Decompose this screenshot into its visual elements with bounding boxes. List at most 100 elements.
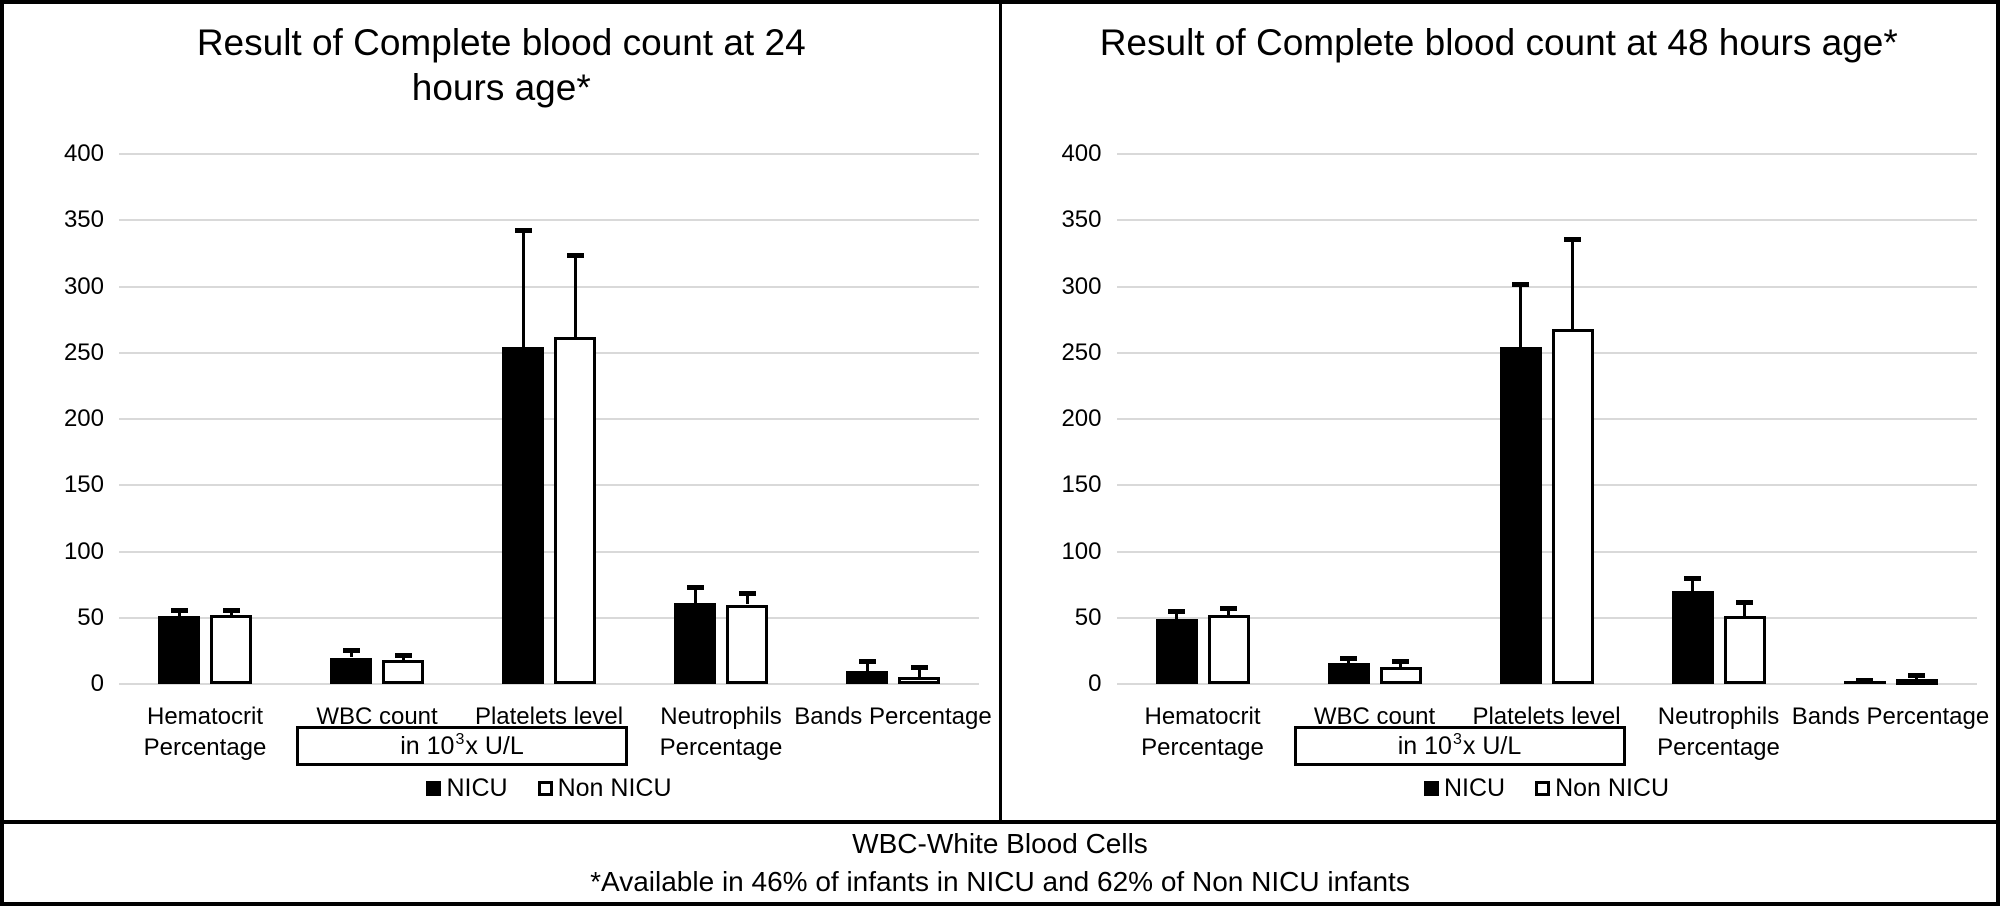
category-label: Neutrophils Percentage bbox=[1657, 703, 1780, 761]
y-tick-label: 300 bbox=[63, 272, 104, 300]
chart-panel-24h: Result of Complete blood count at 24 hou… bbox=[4, 4, 1002, 820]
bar-non-nicu bbox=[1551, 328, 1594, 684]
footnote-line-2: *Available in 46% of infants in NICU and… bbox=[590, 866, 1410, 897]
legend-label: NICU bbox=[446, 774, 508, 802]
error-bar-line bbox=[521, 229, 525, 348]
error-bar-line bbox=[1519, 283, 1522, 348]
gridline bbox=[1116, 219, 1977, 222]
category-label: WBC count bbox=[316, 703, 438, 730]
y-tick-label: 0 bbox=[90, 670, 104, 697]
error-bar-cap bbox=[1856, 678, 1873, 684]
error-bar-cap bbox=[514, 227, 532, 233]
unit-note-text: in 103x U/L bbox=[1397, 731, 1522, 760]
y-tick-label: 100 bbox=[1061, 537, 1102, 565]
category-label: Platelets level bbox=[1472, 703, 1621, 730]
error-bar-cap bbox=[738, 590, 756, 596]
plot-area-24h: 0 50 100 150 200 250 300 350 400 Hematocrit Perce… bbox=[4, 4, 999, 820]
bar-non-nicu bbox=[554, 336, 596, 684]
legend-item-non-nicu: Non NICU bbox=[1535, 774, 1669, 803]
legend-item-nicu: NICU bbox=[1423, 774, 1505, 803]
error-bar-cap bbox=[910, 664, 928, 670]
error-bar-line bbox=[573, 254, 577, 337]
bar-non-nicu bbox=[1207, 615, 1250, 684]
bar-nicu bbox=[1327, 662, 1370, 684]
non-nicu-swatch-icon bbox=[537, 781, 553, 796]
error-bar-line bbox=[1175, 611, 1178, 620]
category-label: Hematocrit Percentage bbox=[1141, 703, 1264, 761]
y-tick-label: 350 bbox=[63, 206, 104, 234]
gridline bbox=[1116, 616, 1977, 619]
error-bar-line bbox=[1571, 238, 1574, 329]
y-tick-label: 400 bbox=[63, 140, 104, 167]
legend-item-non-nicu: Non NICU bbox=[537, 774, 672, 803]
bar-nicu bbox=[1499, 347, 1542, 684]
bar-nicu bbox=[158, 616, 200, 684]
error-bar-cap bbox=[686, 585, 704, 591]
y-tick-label: 250 bbox=[63, 338, 104, 366]
gridline bbox=[1116, 153, 1977, 155]
gridline bbox=[1116, 550, 1977, 553]
y-tick-label: 250 bbox=[1061, 338, 1102, 366]
category-label: WBC count bbox=[1313, 703, 1436, 730]
bar-non-nicu bbox=[1379, 666, 1422, 684]
category-label: Bands Percentage bbox=[794, 703, 992, 730]
error-bar-line bbox=[1227, 608, 1230, 616]
error-bar-cap bbox=[1908, 672, 1925, 678]
gridline bbox=[119, 683, 979, 685]
bar-nicu bbox=[846, 670, 888, 684]
bar-non-nicu bbox=[210, 615, 252, 684]
bar-non-nicu bbox=[726, 604, 768, 684]
error-bar-line bbox=[349, 649, 353, 658]
error-bar-cap bbox=[394, 652, 412, 658]
nicu-swatch-icon bbox=[426, 781, 442, 796]
error-bar-cap bbox=[222, 607, 240, 613]
error-bar-cap bbox=[1220, 606, 1237, 612]
y-tick-label: 100 bbox=[63, 537, 104, 565]
y-tick-label: 350 bbox=[1061, 206, 1102, 234]
category-label: Hematocrit Percentage bbox=[143, 703, 267, 761]
bar-nicu bbox=[1671, 591, 1714, 684]
legend: NICU Non NICU bbox=[1117, 774, 1977, 803]
error-bar-cap bbox=[1684, 576, 1701, 581]
bar-nicu bbox=[502, 347, 544, 684]
gridline bbox=[1116, 683, 1977, 685]
gridline bbox=[119, 484, 979, 487]
error-bar-line bbox=[693, 587, 697, 604]
gridline bbox=[1116, 351, 1977, 354]
bar-nicu bbox=[1155, 619, 1198, 684]
error-bar-line bbox=[917, 666, 921, 678]
category-label: Platelets level bbox=[474, 703, 624, 730]
legend-label: Non NICU bbox=[1555, 774, 1670, 802]
y-tick-label: 0 bbox=[1088, 670, 1102, 697]
category-label: Bands Percentage bbox=[1791, 703, 1990, 730]
gridline bbox=[1116, 484, 1977, 487]
bar-non-nicu bbox=[1895, 678, 1938, 685]
y-tick-label: 150 bbox=[1061, 471, 1102, 499]
gridline bbox=[1116, 285, 1977, 288]
y-tick-label: 300 bbox=[1061, 272, 1102, 300]
plot-area-48h: 0 50 100 150 200 250 300 350 400 Hematocrit Perce… bbox=[1002, 4, 1997, 820]
bar-nicu bbox=[330, 657, 372, 684]
y-tick-label: 400 bbox=[1061, 140, 1102, 167]
error-bar-line bbox=[177, 609, 181, 617]
y-tick-label: 150 bbox=[63, 471, 104, 499]
y-tick-label: 50 bbox=[77, 603, 104, 631]
figure-footnote: WBC-White Blood Cells *Available in 46% … bbox=[4, 820, 1996, 902]
footnote-line-1: WBC-White Blood Cells bbox=[852, 828, 1148, 860]
gridline bbox=[119, 616, 979, 619]
y-tick-label: 200 bbox=[1061, 405, 1102, 432]
error-bar-cap bbox=[566, 252, 584, 258]
error-bar-cap bbox=[342, 647, 360, 653]
non-nicu-swatch-icon bbox=[1535, 781, 1551, 796]
error-bar-cap bbox=[1736, 599, 1753, 605]
error-bar-cap bbox=[170, 607, 188, 613]
gridline bbox=[119, 351, 979, 354]
gridline bbox=[119, 153, 979, 155]
error-bar-cap bbox=[1340, 655, 1357, 661]
gridline bbox=[1116, 418, 1977, 420]
bar-non-nicu bbox=[382, 660, 424, 684]
error-bar-line bbox=[1691, 578, 1694, 592]
error-bar-cap bbox=[1392, 659, 1409, 665]
error-bar-cap bbox=[1564, 236, 1581, 242]
